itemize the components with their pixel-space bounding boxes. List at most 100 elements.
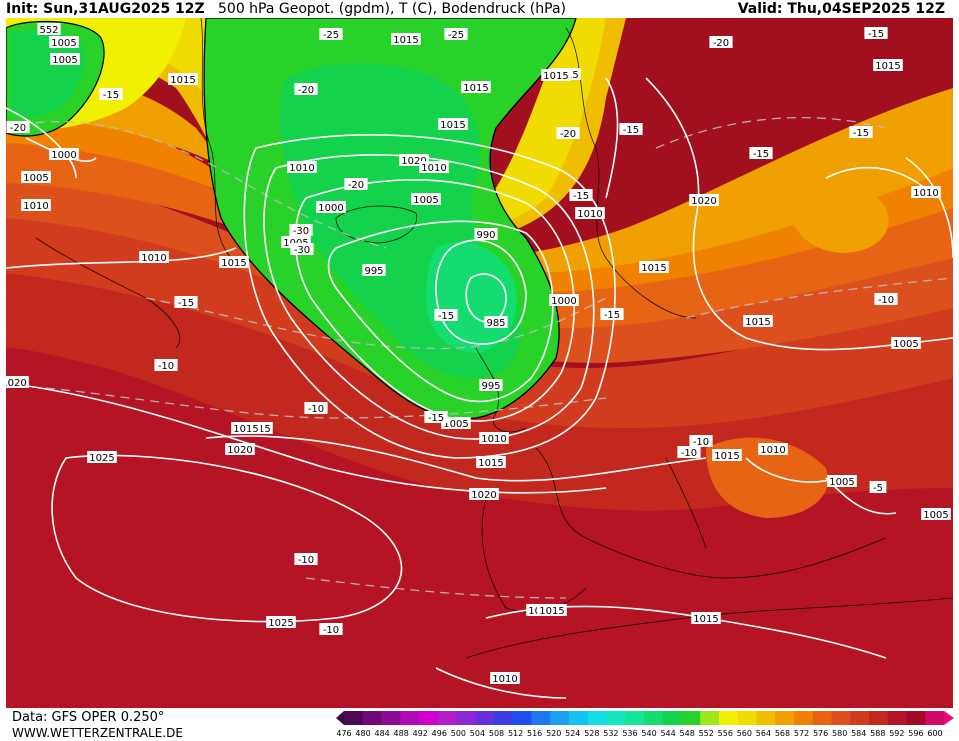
nw-inner (11, 30, 85, 117)
legend-tick-label: 492 (412, 729, 428, 738)
pressure-label: 1005 (411, 193, 441, 206)
pressure-label: 995 (479, 379, 503, 392)
svg-text:1015: 1015 (233, 424, 258, 435)
svg-text:-20: -20 (10, 123, 26, 134)
svg-text:1000: 1000 (551, 296, 576, 307)
temperature-label: -10 (154, 359, 178, 372)
legend-tick-label: 504 (469, 729, 486, 738)
temperature-label: -10 (304, 402, 328, 415)
legend-tick-label: 556 (717, 729, 733, 738)
legend-swatch (850, 711, 870, 725)
isobar-1015-b (205, 435, 707, 482)
italy-coast (665, 457, 707, 549)
pressure-label: 1000 (549, 294, 579, 307)
temperature-label: -15 (749, 147, 773, 160)
legend-swatch (625, 711, 645, 725)
pressure-label: 1005 (50, 53, 80, 66)
pressure-label: 1015 (537, 604, 567, 617)
temperature-label: -30 (289, 224, 313, 237)
pressure-label: 1020 (6, 376, 29, 389)
svg-text:1025: 1025 (89, 453, 114, 464)
legend-tick-label: 588 (870, 729, 886, 738)
svg-text:1000: 1000 (318, 203, 343, 214)
band-572 (6, 138, 953, 328)
pressure-label: 1025 (266, 616, 296, 629)
pressure-label: 1010 (419, 161, 449, 174)
weather-map: 552 1005 1015 1015 1015 1015 1015 1015 1015 1015 1… (6, 18, 953, 708)
legend-tick-label: 528 (584, 729, 600, 738)
temperature-label: -10 (294, 553, 318, 566)
legend-tick-label: 596 (908, 729, 924, 738)
pressure-label: 1015 (461, 81, 491, 94)
svg-text:-15: -15 (178, 298, 194, 309)
pressure-label: 1015 (168, 73, 198, 86)
site-url: WWW.WETTERZENTRALE.DE (12, 726, 183, 740)
legend-tick-label: 584 (851, 729, 867, 738)
pressure-label: 1015 (231, 422, 261, 435)
svg-text:-15: -15 (623, 125, 639, 136)
band-580 (6, 198, 953, 428)
svg-text:-15: -15 (604, 310, 620, 321)
isobar-1025 (51, 454, 403, 623)
band-568 (6, 112, 953, 293)
geopotential-fill (6, 18, 953, 708)
legend-tick-label: 568 (774, 729, 791, 738)
svg-text:-10: -10 (308, 404, 324, 415)
legend-swatch (531, 711, 551, 725)
legend-tick-label: 572 (793, 729, 810, 738)
svg-text:-10: -10 (323, 625, 339, 636)
legend-tick-label: 536 (622, 729, 638, 738)
svg-text:1015: 1015 (745, 317, 770, 328)
legend-arrow-right (944, 711, 954, 725)
legend-tick-label: 480 (355, 729, 371, 738)
legend-swatch (494, 711, 514, 725)
legend-tick-label: 512 (507, 729, 524, 738)
pressure-label: 1005 (827, 475, 857, 488)
color-legend (336, 711, 954, 725)
pressure-label: 985 (484, 316, 508, 329)
svg-text:1005: 1005 (52, 55, 77, 66)
svg-text:-10: -10 (878, 295, 894, 306)
isobar-1020-east (645, 77, 953, 351)
svg-text:1005: 1005 (923, 510, 948, 521)
svg-text:-15: -15 (103, 90, 119, 101)
isobar-1015-c (605, 77, 619, 199)
isobar-1010-balkan (745, 457, 837, 483)
europe-coast (535, 447, 887, 579)
legend-tick-label: 476 (336, 729, 352, 738)
pressure-label: 990 (474, 228, 498, 241)
isobar-1010-africa (435, 667, 567, 699)
pressure-label: 1015 (691, 612, 721, 625)
isobar-1010 (243, 134, 616, 459)
pressure-label: 1005 (921, 508, 951, 521)
svg-text:1005: 1005 (413, 195, 438, 206)
legend-swatch (344, 711, 364, 725)
svg-text:1015: 1015 (875, 61, 900, 72)
legend-swatch (569, 711, 589, 725)
legend-swatch (644, 711, 664, 725)
svg-text:1020: 1020 (227, 445, 252, 456)
pressure-label: 552 (37, 23, 61, 36)
legend-tick-label: 576 (812, 729, 829, 738)
temperature-label: -10 (874, 293, 898, 306)
legend-swatch (400, 711, 420, 725)
legend-swatch (437, 711, 457, 725)
temperature-label: -15 (569, 189, 593, 202)
isobar-1005-nw (6, 107, 77, 179)
temperature-label: -10 (319, 623, 343, 636)
legend-tick-label: 516 (527, 729, 543, 738)
temperature-label: -15 (600, 308, 624, 321)
svg-text:-20: -20 (298, 85, 314, 96)
pressure-label: 1005 (891, 337, 921, 350)
legend-ticks: 476 480 484 488 492 496 500 504 508 512 516 520 524 5… (336, 729, 944, 740)
svg-text:990: 990 (476, 230, 495, 241)
svg-text:1020: 1020 (691, 196, 716, 207)
isobar-990 (435, 239, 527, 345)
legend-swatch (887, 711, 907, 725)
svg-text:995: 995 (364, 266, 383, 277)
svg-text:1015: 1015 (543, 71, 568, 82)
greenland-coast (200, 18, 232, 259)
valid-time: Valid: Thu,04SEP2025 12Z (737, 1, 945, 17)
svg-text:1005: 1005 (51, 38, 76, 49)
svg-text:1010: 1010 (913, 188, 938, 199)
